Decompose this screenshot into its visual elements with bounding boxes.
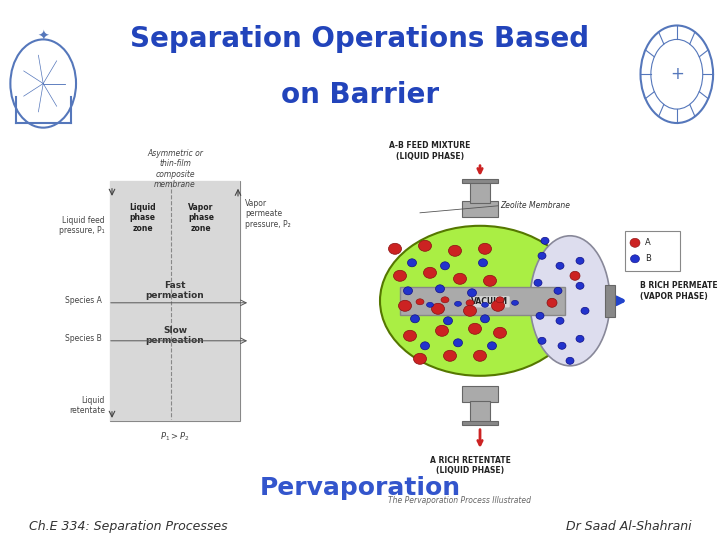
Text: A-B FEED MIXTURE
(LIQUID PHASE): A-B FEED MIXTURE (LIQUID PHASE)	[390, 141, 471, 161]
Ellipse shape	[576, 282, 584, 289]
Text: Liquid feed
pressure, P₁: Liquid feed pressure, P₁	[59, 216, 105, 235]
Ellipse shape	[420, 342, 430, 350]
Ellipse shape	[474, 350, 487, 361]
Ellipse shape	[631, 255, 639, 263]
Text: Vapor
permeate
pressure, P₂: Vapor permeate pressure, P₂	[245, 199, 291, 228]
Ellipse shape	[479, 244, 492, 254]
Bar	[400, 287, 565, 315]
Ellipse shape	[403, 330, 416, 341]
Text: Liquid
retentate: Liquid retentate	[69, 396, 105, 415]
Ellipse shape	[576, 257, 584, 264]
Text: B: B	[645, 254, 651, 264]
Ellipse shape	[480, 315, 490, 323]
Ellipse shape	[554, 287, 562, 294]
Ellipse shape	[454, 301, 462, 306]
Text: Species A: Species A	[65, 296, 102, 305]
Ellipse shape	[408, 259, 416, 267]
Bar	[470, 401, 490, 423]
Ellipse shape	[441, 297, 449, 303]
Ellipse shape	[389, 244, 402, 254]
Ellipse shape	[454, 273, 467, 284]
Ellipse shape	[541, 237, 549, 244]
Ellipse shape	[449, 245, 462, 256]
Ellipse shape	[492, 300, 505, 311]
Text: Ch.E 334: Separation Processes: Ch.E 334: Separation Processes	[29, 520, 228, 533]
Bar	[110, 181, 240, 421]
Ellipse shape	[576, 335, 584, 342]
Ellipse shape	[444, 350, 456, 361]
Text: Asymmetric or
thin-film
composite
membrane: Asymmetric or thin-film composite membra…	[147, 149, 203, 189]
Text: +: +	[670, 65, 684, 83]
Ellipse shape	[493, 327, 506, 338]
Text: Pervaporation: Pervaporation	[259, 476, 461, 501]
Text: on Barrier: on Barrier	[281, 82, 439, 110]
Bar	[462, 421, 498, 425]
Ellipse shape	[556, 318, 564, 325]
Bar	[470, 181, 490, 203]
Ellipse shape	[466, 300, 474, 306]
Bar	[110, 181, 240, 421]
Ellipse shape	[487, 342, 497, 350]
Ellipse shape	[482, 302, 488, 307]
Text: Dr Saad Al-Shahrani: Dr Saad Al-Shahrani	[566, 520, 691, 533]
Ellipse shape	[469, 323, 482, 334]
Ellipse shape	[536, 312, 544, 319]
Text: B RICH PERMEATE
(VAPOR PHASE): B RICH PERMEATE (VAPOR PHASE)	[640, 281, 718, 300]
Ellipse shape	[570, 271, 580, 280]
Text: Vapor
phase
zone: Vapor phase zone	[188, 203, 214, 233]
Ellipse shape	[398, 300, 412, 311]
Bar	[462, 179, 498, 183]
Ellipse shape	[454, 339, 462, 347]
Ellipse shape	[441, 262, 449, 270]
Text: Fast
permeation: Fast permeation	[145, 281, 204, 300]
Ellipse shape	[416, 299, 424, 305]
Ellipse shape	[464, 305, 477, 316]
Ellipse shape	[566, 357, 574, 364]
Text: $P_1 > P_2$: $P_1 > P_2$	[161, 431, 190, 443]
Ellipse shape	[380, 226, 580, 376]
Ellipse shape	[413, 353, 426, 365]
Text: Species B: Species B	[65, 334, 102, 343]
Text: The Pervaporation Process Illustrated: The Pervaporation Process Illustrated	[389, 496, 531, 505]
Text: Liquid
phase
zone: Liquid phase zone	[129, 203, 156, 233]
Ellipse shape	[581, 307, 589, 314]
Text: A RICH RETENTATE
(LIQUID PHASE): A RICH RETENTATE (LIQUID PHASE)	[430, 456, 510, 475]
Ellipse shape	[538, 252, 546, 259]
Bar	[605, 285, 615, 317]
Ellipse shape	[630, 238, 640, 247]
Ellipse shape	[556, 262, 564, 269]
Ellipse shape	[426, 302, 433, 307]
Ellipse shape	[479, 259, 487, 267]
Ellipse shape	[496, 297, 504, 303]
Ellipse shape	[410, 315, 420, 323]
Text: Separation Operations Based: Separation Operations Based	[130, 25, 590, 53]
Ellipse shape	[403, 287, 413, 295]
Ellipse shape	[484, 275, 497, 286]
Ellipse shape	[467, 289, 477, 297]
Text: Zeolite Membrane: Zeolite Membrane	[500, 201, 570, 210]
Text: ✦: ✦	[37, 30, 49, 44]
Ellipse shape	[394, 271, 407, 281]
Ellipse shape	[538, 338, 546, 345]
Text: VACUUM: VACUUM	[472, 298, 508, 306]
Ellipse shape	[436, 325, 449, 336]
Ellipse shape	[558, 342, 566, 349]
Ellipse shape	[423, 267, 436, 278]
Ellipse shape	[418, 240, 431, 251]
Ellipse shape	[547, 298, 557, 307]
Bar	[462, 386, 498, 402]
Ellipse shape	[534, 279, 542, 286]
Ellipse shape	[436, 285, 444, 293]
Ellipse shape	[511, 300, 518, 305]
Ellipse shape	[530, 236, 610, 366]
Ellipse shape	[444, 317, 452, 325]
Text: Slow
permeation: Slow permeation	[145, 326, 204, 345]
Bar	[625, 231, 680, 271]
Bar	[462, 201, 498, 217]
Text: A: A	[645, 238, 651, 247]
Ellipse shape	[431, 303, 444, 314]
